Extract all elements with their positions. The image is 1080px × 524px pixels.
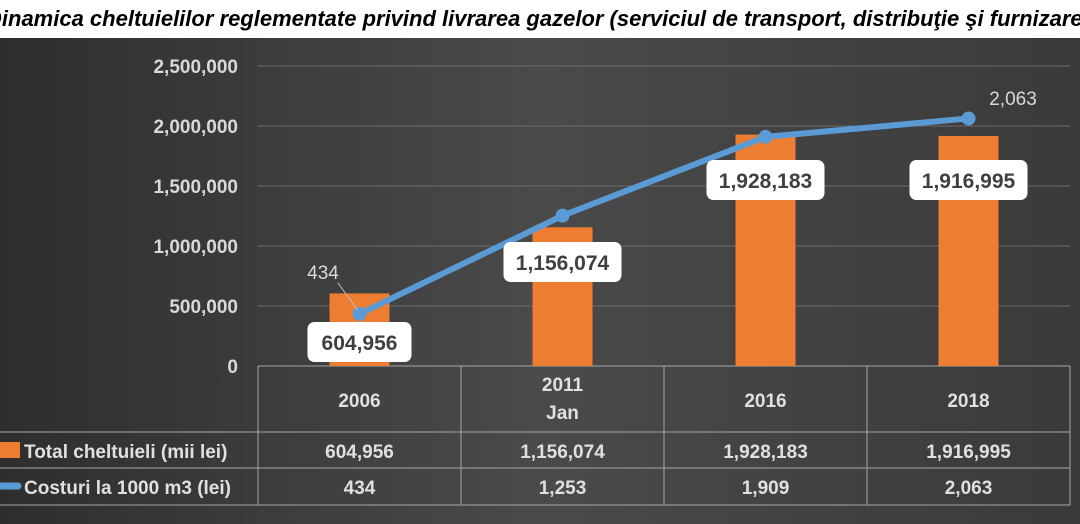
bar-data-label: 1,916,995 [922, 170, 1016, 193]
y-tick-label: 2,500,000 [153, 57, 238, 78]
y-tick-label: 500,000 [169, 297, 238, 318]
bar-data-label: 1,156,074 [516, 252, 610, 275]
x-tick-label: 2016 [744, 391, 786, 412]
bar-data-label-box [307, 322, 412, 362]
line-point [555, 208, 570, 223]
bar-data-label-box [503, 242, 622, 282]
line-point [961, 111, 976, 126]
line-point [758, 129, 773, 144]
table-cell-bar-value: 1,928,183 [723, 442, 808, 463]
table-cell-bar-value: 1,916,995 [926, 442, 1011, 463]
table-cell-bar-value: 604,956 [325, 442, 394, 463]
chart-title: Dinamica cheltuielilor reglementate priv… [0, 0, 1080, 38]
x-tick-label: 2006 [338, 391, 380, 412]
bar-data-label: 604,956 [322, 332, 398, 355]
line-data-label: 434 [307, 263, 339, 284]
line-data-label: 2,063 [989, 89, 1037, 110]
chart-svg: 0 500,000 1,000,000 1,500,000 2,000,000 2,500… [0, 57, 1071, 506]
legend-label-bar: Total cheltuieli (mii lei) [24, 442, 227, 463]
bar-data-label-box [706, 160, 825, 200]
bar-data-label-box [909, 160, 1028, 200]
y-tick-label: 1,500,000 [153, 177, 238, 198]
chart-area: 0 500,000 1,000,000 1,500,000 2,000,000 2,500… [0, 38, 1080, 524]
bar-data-label: 1,928,183 [719, 170, 812, 193]
y-tick-label: 0 [227, 357, 238, 378]
x-tick-label: 2018 [947, 391, 989, 412]
table-cell-line-value: 1,253 [539, 478, 587, 499]
y-tick-label: 2,000,000 [153, 117, 238, 138]
leader-line [337, 282, 358, 311]
line-series [358, 115, 969, 317]
table-cell-line-value: 1,909 [742, 478, 790, 499]
chart-title-text: Dinamica cheltuielilor reglementate priv… [0, 6, 1080, 31]
y-tick-label: 1,000,000 [153, 237, 238, 258]
legend-label-line: Costuri la 1000 m3 (lei) [24, 478, 231, 499]
table-cell-bar-value: 1,156,074 [520, 442, 605, 463]
legend-bar-swatch [0, 442, 20, 458]
x-tick-label: 2011 [542, 375, 584, 396]
x-tick-label: Jan [546, 403, 579, 424]
table-cell-line-value: 434 [344, 478, 376, 499]
table-cell-line-value: 2,063 [945, 478, 993, 499]
line-point [352, 306, 367, 321]
